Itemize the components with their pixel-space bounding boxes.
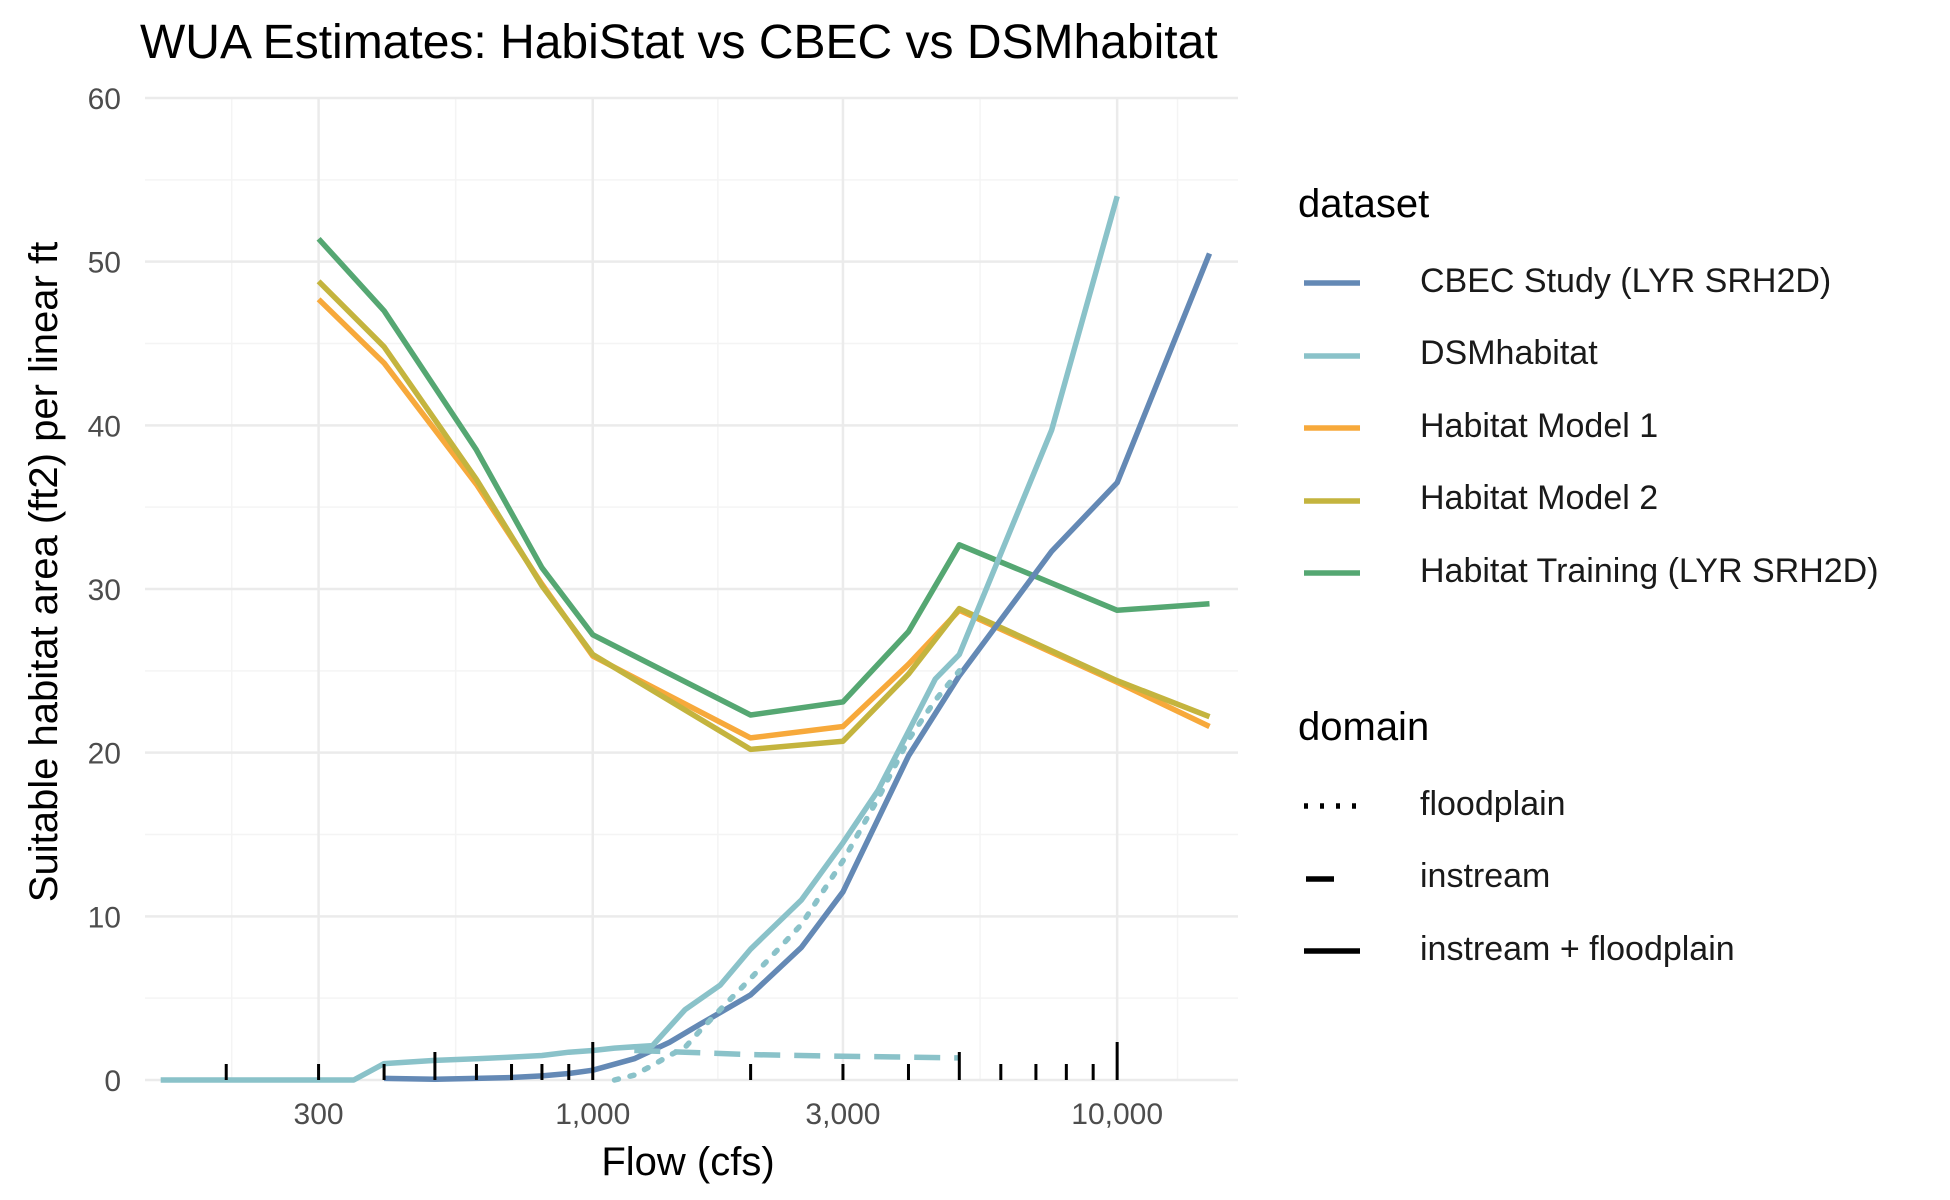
series-line-dsmhabitat-floodplain [611,668,963,1083]
y-tick-label: 30 [88,574,121,607]
legend-label: Habitat Model 1 [1420,406,1659,445]
series-line-habitat-model-2-instream-floodplain [316,279,1211,753]
y-tick-label: 10 [88,901,121,934]
legend-domain-title: domain [1298,705,1430,749]
legend-item: instream [1298,841,1735,914]
y-axis-ticks: 0 10 20 30 40 50 60 [88,83,121,1098]
legend-key [1302,496,1362,504]
legend-key [1302,874,1362,882]
legend-dataset: dataset CBEC Study (LYR SRH2D) DSMhabitat… [1298,182,1879,608]
series-line-dsmhabitat-instream-floodplain [160,195,1120,1083]
legend-key [1302,946,1362,954]
series-line-habitat-training-lyr-srh2d-instream-floodplain [316,236,1210,718]
chart-title: WUA Estimates: HabiStat vs CBEC vs DSMha… [140,16,1218,69]
legend-label: DSMhabitat [1420,334,1598,373]
legend-label: instream + floodplain [1420,929,1735,968]
series-layer [160,195,1213,1083]
legend-item: Habitat Training (LYR SRH2D) [1298,535,1879,608]
x-tick-label: 10,000 [1071,1098,1163,1131]
y-tick-label: 0 [104,1065,121,1098]
grid-major [145,96,1238,1082]
rug-layer [224,1042,1119,1080]
x-tick-label: 1,000 [555,1098,630,1131]
legend-item: Habitat Model 1 [1298,390,1879,463]
legend-key [1302,568,1362,576]
legend-item: CBEC Study (LYR SRH2D) [1298,245,1879,318]
legend-dataset-title: dataset [1298,182,1430,226]
y-tick-label: 50 [88,247,121,280]
y-tick-label: 60 [88,83,121,116]
x-axis-ticks: 300 1,000 3,000 10,000 [294,1098,1163,1131]
legend-domain: domain floodplain instream instream + floo… [1298,705,1735,986]
legend-label: Habitat Training (LYR SRH2D) [1420,551,1879,590]
legend-key [1302,801,1362,809]
x-axis-label: Flow (cfs) [601,1140,774,1184]
legend-item: instream + floodplain [1298,913,1735,986]
legend-label: instream [1420,857,1551,896]
legend-label: Habitat Model 2 [1420,479,1659,518]
y-tick-label: 20 [88,738,121,771]
legend-domain-items: floodplain instream instream + floodplain [1298,768,1735,986]
legend-dataset-items: CBEC Study (LYR SRH2D) DSMhabitat Habitat … [1298,245,1879,608]
legend-item: floodplain [1298,768,1735,841]
legend-item: DSMhabitat [1298,318,1879,391]
legend-label: floodplain [1420,784,1566,823]
series-line-cbec-study-lyr-srh2d-instream-floodplain [384,252,1213,1082]
legend-key [1302,423,1362,431]
series-line-dsmhabitat-instream [634,1047,960,1061]
legend-key [1302,278,1362,286]
y-axis-label: Suitable habitat area (ft2) per linear f… [22,242,66,902]
legend-key [1302,351,1362,359]
y-tick-label: 40 [88,410,121,443]
x-tick-label: 3,000 [805,1098,880,1131]
legend-label: CBEC Study (LYR SRH2D) [1420,261,1832,300]
x-tick-label: 300 [294,1098,344,1131]
series-line-habitat-model-1-instream-floodplain [316,297,1211,741]
legend-item: Habitat Model 2 [1298,463,1879,536]
